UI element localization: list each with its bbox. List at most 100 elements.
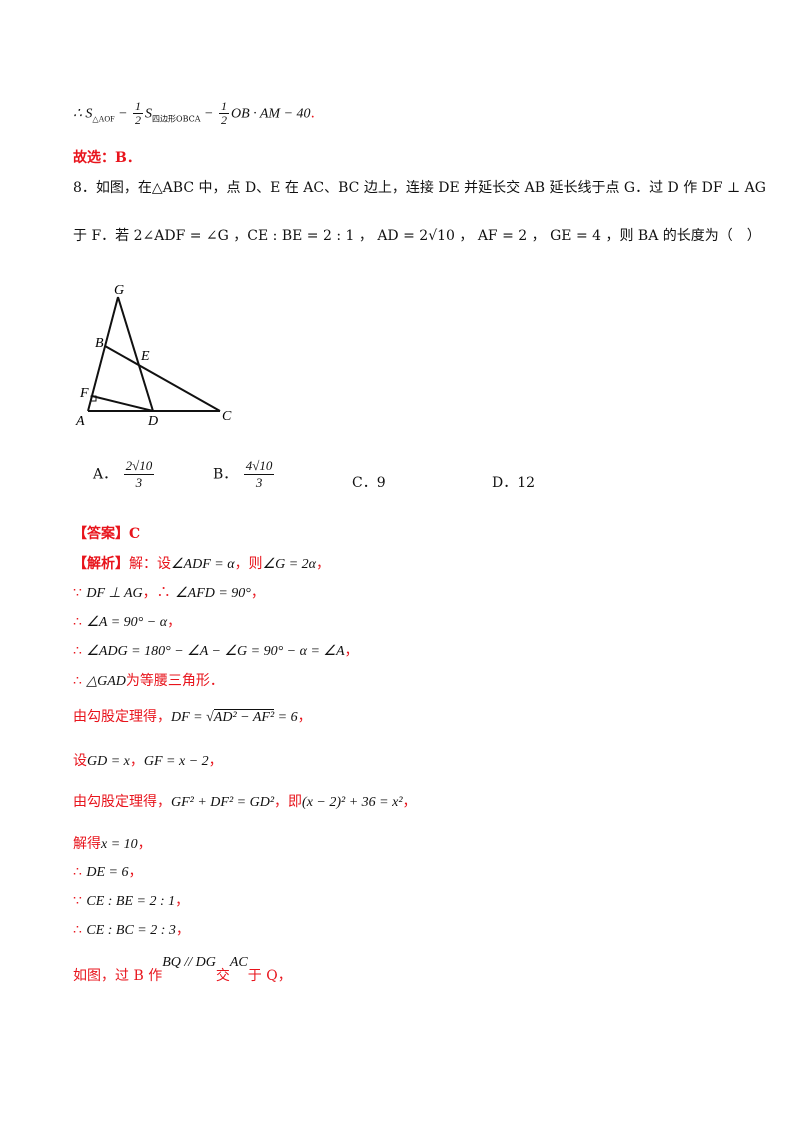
s9-c: ，: [137, 836, 152, 852]
problem-line-2: 于 F．若 2∠ADF = ∠G ，CE : BE = 2 : 1 ， AD =…: [73, 228, 761, 244]
s7-a: 设: [73, 753, 87, 769]
option-c-value: 9: [376, 475, 386, 491]
solution-tag: 【解析】: [73, 556, 129, 572]
area-formula-line: ∴ S△AOF − 1 2 S四边形OBCA − 1 2 OB · AM − 40.: [73, 100, 315, 129]
s2-c: ，: [250, 585, 265, 601]
answer-line: 【答案】C: [73, 524, 140, 544]
s6-radicand: AD² − AF²: [213, 709, 275, 725]
option-a-num: 2√10: [123, 458, 155, 475]
solution-line-7: 设GD = x，GF = x − 2，: [73, 751, 223, 772]
s9-m: x = 10: [101, 837, 138, 852]
s5-a: ∴: [73, 673, 87, 689]
solution-line-12: ∴ CE : BC = 2 : 3，: [73, 920, 190, 941]
s6-m2: = 6: [274, 710, 298, 725]
line-GA: [87, 296, 119, 412]
option-d-letter: D．: [492, 475, 518, 491]
s8-a: 由勾股定理得，: [73, 794, 171, 810]
s3-c: ，: [167, 614, 182, 630]
frac1-num: 1: [133, 99, 144, 114]
s11-m: CE : BE = 2 : 1: [86, 894, 176, 909]
option-d-value: 12: [517, 475, 536, 491]
solution-line-1: 【解析】解：设∠ADF = α，则∠G = 2α，: [73, 554, 330, 575]
s10-m: DE = 6: [86, 865, 129, 880]
solution-line-9: 解得x = 10，: [73, 834, 152, 855]
formula-sub2: 四边形OBCA: [152, 114, 201, 124]
s1-m1: ∠ADF = α: [171, 557, 235, 572]
option-c: C．9: [352, 473, 386, 493]
option-a-den: 3: [135, 475, 143, 490]
s13-a: 如图，过 B 作: [73, 968, 163, 984]
label-E: E: [140, 349, 150, 364]
s9-a: 解得: [73, 836, 101, 852]
right-angle-mark: [90, 395, 97, 402]
s11-a: ∵: [73, 893, 87, 909]
s5-m: △GAD: [86, 674, 126, 689]
s7-b: ，: [129, 753, 144, 769]
s1-b: ，则: [234, 556, 263, 572]
option-a-letter: A．: [93, 466, 118, 483]
s11-c: ，: [175, 893, 190, 909]
problem-line-1: 8．如图，在△ABC 中，点 D、E 在 AC、BC 边上，连接 DE 并延长交…: [73, 180, 766, 196]
s13-m1: BQ // DG: [162, 955, 216, 970]
s3-m: ∠A = 90° − α: [86, 615, 168, 630]
label-B: B: [95, 336, 104, 351]
s13-b: 交: [215, 968, 230, 984]
s7-c: ，: [208, 753, 223, 769]
s2-m1: DF ⊥ AG: [86, 586, 143, 601]
s4-m: ∠ADG = 180° − ∠A − ∠G = 90° − α = ∠A: [86, 644, 345, 659]
solution-line-2: ∵ DF ⊥ AG，∴ ∠AFD = 90°，: [73, 583, 265, 604]
line-GD: [117, 296, 154, 412]
s4-c: ，: [344, 643, 359, 659]
s2-a: ∵: [73, 585, 87, 601]
formula-end: .: [310, 105, 315, 122]
s6-a: 由勾股定理得，: [73, 709, 171, 725]
option-b-den: 3: [255, 475, 263, 490]
solution-line-3: ∴ ∠A = 90° − α，: [73, 612, 181, 633]
line-CB: [104, 345, 221, 412]
option-a: A． 2√10 3: [93, 458, 156, 491]
s1-c: ，: [316, 556, 331, 572]
label-A: A: [75, 414, 85, 429]
line-DF: [91, 395, 154, 412]
formula-rest: OB · AM − 40: [230, 106, 311, 122]
s10-c: ，: [128, 864, 143, 880]
s6-m1: DF =: [171, 710, 207, 725]
s8-m1: GF² + DF² = GD²: [171, 795, 275, 810]
solution-line-11: ∵ CE : BE = 2 : 1，: [73, 891, 189, 912]
option-b-fraction: 4√10 3: [243, 458, 275, 491]
s4-a: ∴: [73, 643, 87, 659]
option-c-letter: C．: [352, 475, 377, 491]
frac2-den: 2: [220, 113, 227, 127]
s1-a: 解：设: [129, 556, 171, 572]
s2-m2: ∠AFD = 90°: [175, 586, 251, 601]
formula-prefix: ∴ S: [73, 106, 93, 122]
s12-a: ∴: [73, 922, 87, 938]
option-b-num: 4√10: [243, 458, 275, 475]
s1-m2: ∠G = 2α: [262, 557, 317, 572]
s12-m: CE : BC = 2 : 3: [86, 923, 176, 938]
s8-b: ，即: [274, 794, 303, 810]
option-b: B． 4√10 3: [213, 458, 276, 491]
geometry-figure: G B E F A D C: [75, 283, 232, 429]
option-a-fraction: 2√10 3: [123, 458, 155, 491]
s2-b: ，∴: [142, 585, 176, 601]
s7-m2: GF = x − 2: [143, 754, 209, 769]
frac2-num: 1: [218, 99, 229, 114]
formula-sub1: △AOF: [92, 114, 115, 124]
s12-c: ，: [175, 922, 190, 938]
solution-line-6: 由勾股定理得，DF = √AD² − AF² = 6，: [73, 709, 312, 725]
frac1-den: 2: [135, 113, 142, 127]
formula-s2: S: [145, 106, 153, 122]
label-D: D: [147, 414, 158, 429]
option-d: D．12: [492, 473, 535, 493]
solution-line-13: 如图，过 B 作BQ // DG交AC于 Q，: [73, 955, 292, 987]
label-G: G: [114, 283, 124, 298]
solution-line-8: 由勾股定理得，GF² + DF² = GD²，即(x − 2)² + 36 = …: [73, 792, 417, 813]
solution-line-5: ∴ △GAD为等腰三角形．: [73, 671, 224, 692]
s8-m2: (x − 2)² + 36 = x²: [302, 795, 403, 810]
answer-tag: 【答案】: [73, 526, 129, 542]
s8-c: ，: [402, 794, 417, 810]
s3-a: ∴: [73, 614, 87, 630]
s13-c: 于 Q，: [247, 968, 292, 984]
